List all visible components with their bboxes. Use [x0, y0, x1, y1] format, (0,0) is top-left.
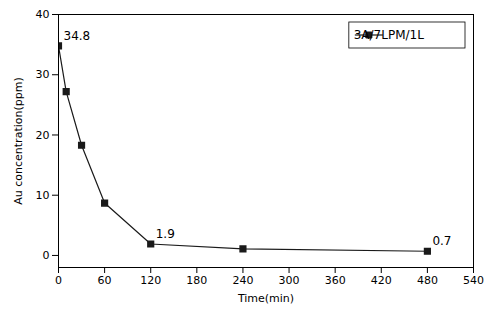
svg-text:120: 120: [140, 274, 161, 287]
svg-text:240: 240: [232, 274, 253, 287]
svg-text:360: 360: [325, 274, 346, 287]
svg-text:3A/7LPM/1L: 3A/7LPM/1L: [354, 28, 424, 42]
svg-text:1.9: 1.9: [156, 227, 175, 241]
svg-text:0: 0: [55, 274, 62, 287]
svg-text:180: 180: [186, 274, 207, 287]
svg-text:480: 480: [417, 274, 438, 287]
svg-text:40: 40: [36, 8, 50, 21]
svg-text:300: 300: [279, 274, 300, 287]
svg-text:0: 0: [43, 249, 50, 262]
svg-text:540: 540: [463, 274, 484, 287]
svg-text:30: 30: [36, 68, 50, 81]
svg-text:34.8: 34.8: [64, 29, 91, 43]
svg-text:0.7: 0.7: [432, 234, 451, 248]
svg-text:Au concentration(ppm): Au concentration(ppm): [12, 77, 25, 204]
svg-text:60: 60: [98, 274, 112, 287]
svg-text:420: 420: [371, 274, 392, 287]
svg-text:20: 20: [36, 128, 50, 141]
svg-text:Time(min): Time(min): [237, 292, 294, 305]
svg-text:10: 10: [36, 189, 50, 202]
